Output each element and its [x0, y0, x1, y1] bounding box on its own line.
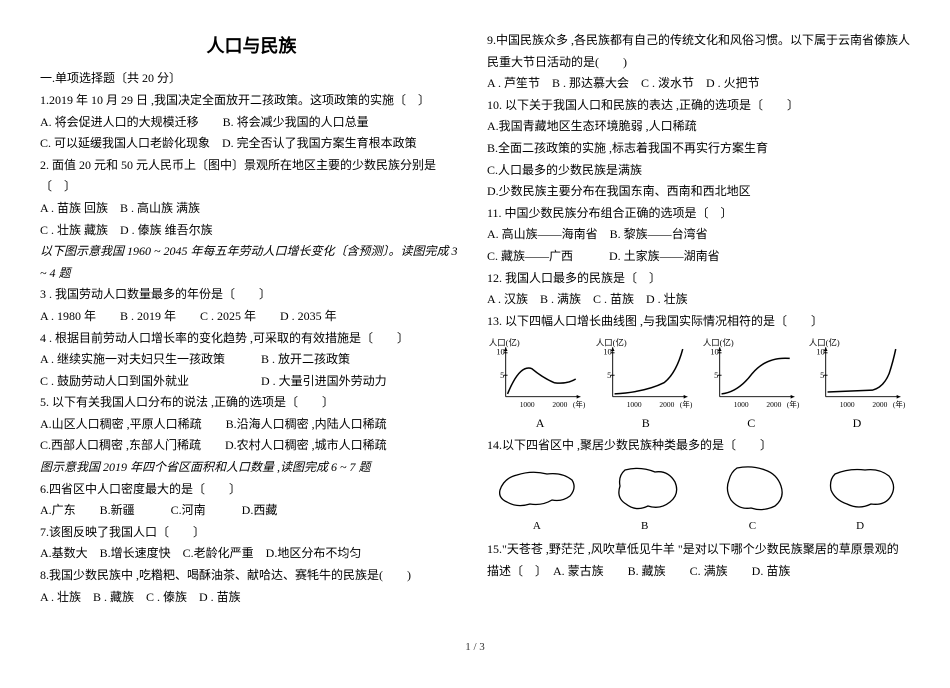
question-14: 14.以下四省区中 ,聚居少数民族种类最多的是〔 〕: [487, 435, 910, 457]
question-15: 15."天苍苍 ,野茫茫 ,风吹草低见牛羊 "是对以下哪个少数民族聚居的草原景观…: [487, 539, 910, 582]
figure-2-caption: 图示意我国 2019 年四个省区面积和人口数量 ,读图完成 6 ~ 7 题: [40, 457, 463, 479]
question-6: 6.四省区中人口密度最大的是〔 〕: [40, 479, 463, 501]
question-12: 12. 我国人口最多的民族是〔 〕: [487, 268, 910, 290]
svg-text:10: 10: [603, 348, 611, 357]
svg-text:5: 5: [714, 371, 718, 380]
chart-option-labels: A B C D: [487, 413, 910, 435]
question-4: 4 . 根据目前劳动人口增长率的变化趋势 ,可采取的有效措施是〔 〕: [40, 328, 463, 350]
question-7-options: A.基数大 B.增长速度快 C.老龄化严重 D.地区分布不均匀: [40, 543, 463, 565]
question-13: 13. 以下四幅人口增长曲线图 ,与我国实际情况相符的是〔 〕: [487, 311, 910, 333]
question-2: 2. 面值 20 元和 50 元人民币上〔图中〕景观所在地区主要的少数民族分别是…: [40, 155, 463, 198]
svg-text:10: 10: [817, 348, 825, 357]
chart-y10: 10: [496, 348, 504, 357]
chart-c: 人口(亿) 10 5 1000 2000 (年): [701, 336, 804, 411]
question-9: 9.中国民族众多 ,各民族都有自己的传统文化和风俗习惯。以下属于云南省傣族人民重…: [487, 30, 910, 73]
question-10-option-a: A.我国青藏地区生态环境脆弱 ,人口稀疏: [487, 116, 910, 138]
map-a-label: A: [487, 517, 587, 537]
figure-1-caption: 以下图示意我国 1960 ~ 2045 年每五年劳动人口增长变化〔含预测〕。读图…: [40, 241, 463, 284]
map-b-label: B: [595, 517, 695, 537]
question-2-options-b: C . 壮族 藏族 D . 傣族 维吾尔族: [40, 220, 463, 242]
svg-text:人口(亿): 人口(亿): [809, 338, 840, 348]
svg-text:(年): (年): [893, 399, 906, 409]
question-4-options-b: C . 鼓励劳动人口到国外就业 D . 大量引进国外劳动力: [40, 371, 463, 393]
question-3-options: A . 1980 年 B . 2019 年 C . 2025 年 D . 203…: [40, 306, 463, 328]
chart-x1: 1000: [520, 400, 535, 409]
svg-text:(年): (年): [786, 399, 799, 409]
chart-d: 人口(亿) 10 5 1000 2000 (年): [807, 336, 910, 411]
label-b: B: [642, 413, 650, 435]
label-d: D: [853, 413, 862, 435]
svg-text:2000: 2000: [766, 400, 781, 409]
svg-text:人口(亿): 人口(亿): [702, 338, 733, 348]
page-title: 人口与民族: [40, 30, 463, 62]
svg-text:1000: 1000: [626, 400, 641, 409]
svg-text:(年): (年): [680, 399, 693, 409]
map-c-label: C: [703, 517, 803, 537]
province-maps: A B C D: [487, 460, 910, 537]
question-2-options-a: A . 苗族 回族 B . 高山族 满族: [40, 198, 463, 220]
question-11-options-a: A. 高山族——海南省 B. 黎族——台湾省: [487, 224, 910, 246]
svg-text:10: 10: [710, 348, 718, 357]
chart-b: 人口(亿) 10 5 1000 2000 (年): [594, 336, 697, 411]
section-header: 一.单项选择题〔共 20 分〕: [40, 68, 463, 90]
question-3: 3 . 我国劳动人口数量最多的年份是〔 〕: [40, 284, 463, 306]
question-7: 7.该图反映了我国人口〔 〕: [40, 522, 463, 544]
chart-a: 人口(亿) 10 5 1000 2000 (年): [487, 336, 590, 411]
population-charts: 人口(亿) 10 5 1000 2000 (年): [487, 336, 910, 411]
map-b: B: [595, 460, 695, 537]
svg-text:5: 5: [607, 371, 611, 380]
page-number: 1 / 3: [40, 638, 910, 658]
question-11-options-b: C. 藏族——广西 D. 土家族——湖南省: [487, 246, 910, 268]
question-1-options-a: A. 将会促进人口的大规模迁移 B. 将会减少我国的人口总量: [40, 112, 463, 134]
label-a: A: [536, 413, 545, 435]
svg-text:1000: 1000: [840, 400, 855, 409]
question-10: 10. 以下关于我国人口和民族的表达 ,正确的选项是〔 〕: [487, 95, 910, 117]
question-8: 8.我国少数民族中 ,吃糌粑、喝酥油茶、献哈达、赛牦牛的民族是( ): [40, 565, 463, 587]
map-d-label: D: [810, 517, 910, 537]
chart-y5: 5: [500, 371, 504, 380]
label-c: C: [747, 413, 755, 435]
svg-text:人口(亿): 人口(亿): [596, 338, 627, 348]
map-a: A: [487, 460, 587, 537]
svg-text:5: 5: [820, 371, 824, 380]
svg-text:1000: 1000: [733, 400, 748, 409]
chart-x2: 2000: [552, 400, 567, 409]
question-5-options-a: A.山区人口稠密 ,平原人口稀疏 B.沿海人口稠密 ,内陆人口稀疏: [40, 414, 463, 436]
chart-xunit: (年): [573, 399, 586, 409]
question-6-options: A.广东 B.新疆 C.河南 D.西藏: [40, 500, 463, 522]
question-10-option-c: C.人口最多的少数民族是满族: [487, 160, 910, 182]
question-8-options: A . 壮族 B . 藏族 C . 傣族 D . 苗族: [40, 587, 463, 609]
question-1: 1.2019 年 10 月 29 日 ,我国决定全面放开二孩政策。这项政策的实施…: [40, 90, 463, 112]
svg-text:2000: 2000: [659, 400, 674, 409]
question-5-options-b: C.西部人口稠密 ,东部人门稀疏 D.农村人口稠密 ,城市人口稀疏: [40, 435, 463, 457]
svg-text:2000: 2000: [873, 400, 888, 409]
question-4-options-a: A . 继续实施一对夫妇只生一孩政策 B . 放开二孩政策: [40, 349, 463, 371]
question-1-options-b: C. 可以延缓我国人口老龄化现象 D. 完全否认了我国方案生育根本政策: [40, 133, 463, 155]
question-10-option-b: B.全面二孩政策的实施 ,标志着我国不再实行方案生育: [487, 138, 910, 160]
question-5: 5. 以下有关我国人口分布的说法 ,正确的选项是〔 〕: [40, 392, 463, 414]
question-12-options: A . 汉族 B . 满族 C . 苗族 D . 壮族: [487, 289, 910, 311]
question-9-options: A . 芦笙节 B . 那达慕大会 C . 泼水节 D . 火把节: [487, 73, 910, 95]
question-10-option-d: D.少数民族主要分布在我国东南、西南和西北地区: [487, 181, 910, 203]
map-c: C: [703, 460, 803, 537]
question-11: 11. 中国少数民族分布组合正确的选项是〔 〕: [487, 203, 910, 225]
map-d: D: [810, 460, 910, 537]
chart-ylabel: 人口(亿): [489, 338, 520, 348]
